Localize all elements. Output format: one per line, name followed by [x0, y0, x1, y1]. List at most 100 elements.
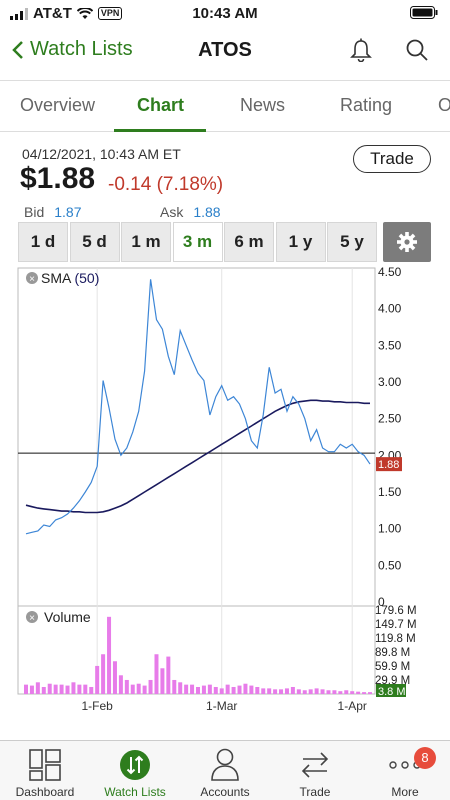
volume-bar	[59, 684, 64, 694]
volume-bar	[29, 685, 34, 694]
volume-bar	[124, 679, 129, 694]
y-tick-label: 4.00	[378, 302, 402, 316]
volume-bar	[148, 679, 153, 694]
volume-bar	[190, 684, 195, 694]
y-tick-label: 3.50	[378, 338, 402, 352]
volume-bar	[112, 661, 117, 694]
x-tick-label: 1-Apr	[338, 699, 367, 713]
tab-options[interactable]: O	[438, 95, 450, 115]
sma-label: SMA	[41, 270, 74, 286]
nav-dashboard-label: Dashboard	[15, 785, 75, 799]
chart-settings-button[interactable]	[383, 222, 431, 262]
status-left: AT&T VPN	[10, 5, 123, 22]
volume-bar	[267, 688, 272, 694]
range-1d[interactable]: 1 d	[18, 222, 68, 262]
wifi-icon	[76, 7, 93, 19]
bottom-nav: Dashboard Watch Lists Accounts Trade Mor…	[0, 740, 450, 800]
watch-lists-icon	[120, 750, 150, 780]
volume-bar	[95, 665, 100, 694]
status-time: 10:43 AM	[192, 5, 258, 22]
price-chart[interactable]: 1-Feb 1-Mar 1-Apr4.504.003.503.002.502.001…	[0, 264, 450, 724]
tab-chart[interactable]: Chart	[137, 95, 185, 115]
volume-remove-icon	[26, 611, 38, 623]
range-1m[interactable]: 1 m	[121, 222, 171, 262]
volume-bar	[172, 679, 177, 694]
volume-bar	[237, 685, 242, 694]
range-1y[interactable]: 1 y	[275, 222, 326, 262]
volume-bar	[231, 686, 236, 694]
volume-bar	[344, 690, 349, 694]
search-icon[interactable]	[405, 38, 429, 67]
range-5d[interactable]: 5 d	[69, 222, 120, 262]
y-tick-label: 0.50	[378, 558, 402, 572]
bid-label: Bid	[24, 204, 45, 220]
last-price: $1.88	[20, 162, 96, 195]
gear-icon	[397, 232, 417, 252]
trade-button[interactable]: Trade	[353, 145, 431, 173]
volume-bar	[71, 682, 76, 694]
volume-bar	[107, 616, 112, 694]
dashboard-icon	[29, 749, 61, 781]
volume-bar	[53, 684, 58, 694]
tab-news[interactable]: News	[240, 95, 286, 115]
volume-bar	[83, 684, 88, 694]
tab-overview[interactable]: Overview	[20, 95, 96, 115]
price-change: -0.14 (7.18%)	[108, 174, 224, 195]
volume-bar	[65, 685, 70, 694]
volume-bar	[296, 689, 301, 694]
back-button[interactable]: Watch Lists	[12, 38, 133, 61]
active-tab-indicator	[114, 129, 206, 132]
volume-bar	[77, 684, 82, 694]
volume-bar	[184, 684, 189, 694]
volume-bar	[89, 686, 94, 694]
nav-bar: Watch Lists ATOS	[0, 30, 450, 72]
volume-bar	[273, 689, 278, 694]
volume-bar	[219, 688, 224, 694]
bell-icon[interactable]	[350, 38, 372, 67]
volume-bar	[326, 690, 331, 694]
volume-bar	[41, 686, 46, 694]
volume-bar	[284, 688, 289, 694]
sma-legend: SMA (50)	[41, 270, 99, 286]
volume-legend: Volume	[44, 609, 91, 625]
nav-more-label: More	[391, 785, 419, 799]
battery-icon	[410, 6, 438, 23]
volume-bar	[201, 685, 206, 694]
volume-bar	[338, 691, 343, 694]
nav-accounts-label: Accounts	[200, 785, 250, 799]
y-tick-label: 1.00	[378, 522, 402, 536]
range-3m[interactable]: 3 m	[172, 222, 223, 262]
back-label: Watch Lists	[30, 38, 133, 60]
volume-tick-label: 149.7 M	[375, 619, 417, 631]
volume-bar	[101, 654, 106, 694]
volume-bar	[356, 691, 361, 694]
volume-remove-glyph: ×	[29, 613, 35, 624]
carrier-label: AT&T	[33, 5, 72, 22]
volume-bar	[368, 692, 372, 694]
volume-bar	[320, 689, 325, 694]
volume-bar	[314, 688, 319, 694]
bid-quote: Bid 1.87	[24, 204, 81, 220]
range-6m[interactable]: 6 m	[224, 222, 274, 262]
y-tick-label: 2.50	[378, 412, 402, 426]
volume-bar	[308, 689, 313, 694]
status-bar: AT&T VPN 10:43 AM	[0, 0, 450, 28]
volume-bar	[166, 656, 171, 694]
range-5y[interactable]: 5 y	[327, 222, 377, 262]
last-price-tag-label: 1.88	[378, 459, 399, 471]
range-selector: 1 d 5 d 1 m 3 m 6 m 1 y 5 y	[18, 222, 379, 262]
volume-bar	[279, 689, 284, 694]
person-icon	[211, 748, 239, 781]
volume-bar	[160, 668, 165, 694]
volume-bar	[154, 654, 159, 694]
tab-rating[interactable]: Rating	[340, 95, 393, 115]
y-tick-label: 0	[378, 595, 385, 609]
sma-remove-glyph: ×	[29, 274, 35, 285]
x-tick-label: 1-Feb	[81, 699, 113, 713]
volume-bar	[225, 684, 230, 694]
volume-bar	[332, 690, 337, 694]
sma-remove-icon	[26, 272, 38, 284]
volume-bar	[290, 686, 295, 694]
volume-bar	[243, 683, 248, 694]
notification-badge: 8	[414, 747, 436, 769]
